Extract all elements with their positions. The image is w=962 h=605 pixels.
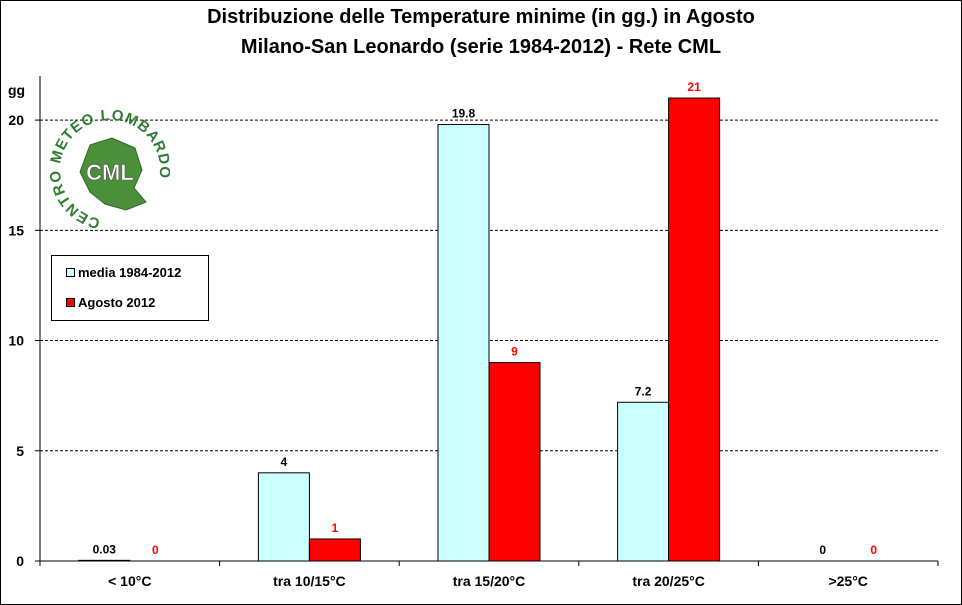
lombardy-shape-icon bbox=[79, 137, 147, 211]
logo-center-text: CML bbox=[86, 160, 134, 185]
y-tick-label: 15 bbox=[8, 222, 24, 238]
data-label: 0 bbox=[870, 543, 877, 557]
bar bbox=[308, 538, 361, 562]
data-label: 19.8 bbox=[452, 107, 476, 121]
y-tick-label: 20 bbox=[8, 112, 24, 128]
legend-label-agosto: Agosto 2012 bbox=[78, 295, 156, 310]
legend: media 1984-2012 Agosto 2012 bbox=[51, 255, 209, 321]
legend-label-media: media 1984-2012 bbox=[78, 265, 182, 280]
bar bbox=[78, 559, 131, 562]
y-tick-label: 5 bbox=[16, 443, 24, 459]
bar bbox=[257, 472, 310, 562]
data-label: 21 bbox=[687, 80, 701, 94]
x-tick-label: tra 10/15°C bbox=[273, 573, 346, 589]
y-axis-label: gg bbox=[8, 82, 25, 98]
chart-subtitle: Milano-San Leonardo (serie 1984-2012) - … bbox=[240, 36, 722, 58]
cml-logo: CML CENTRO METEO LOMBARDO bbox=[50, 110, 170, 232]
y-tick-label: 0 bbox=[16, 553, 24, 569]
x-tick-label: < 10°C bbox=[108, 573, 151, 589]
x-tick-label: >25°C bbox=[828, 573, 867, 589]
chart-title: Distribuzione delle Temperature minime (… bbox=[207, 6, 755, 28]
bar bbox=[488, 362, 541, 562]
x-tick-label: tra 15/20°C bbox=[453, 573, 526, 589]
legend-swatch-media bbox=[66, 268, 75, 277]
bar bbox=[617, 401, 670, 562]
x-tick-label: tra 20/25°C bbox=[632, 573, 705, 589]
legend-swatch-agosto bbox=[66, 298, 75, 307]
bar bbox=[437, 124, 490, 562]
data-label: 0 bbox=[819, 543, 826, 557]
data-label: 4 bbox=[281, 455, 288, 469]
data-label: 0 bbox=[152, 543, 159, 557]
legend-item-media: media 1984-2012 bbox=[66, 265, 181, 280]
data-label: 1 bbox=[332, 521, 339, 535]
data-label: 7.2 bbox=[635, 384, 652, 398]
data-label: 9 bbox=[511, 345, 518, 359]
y-tick-label: 10 bbox=[8, 333, 24, 349]
bar bbox=[668, 97, 721, 562]
legend-item-agosto: Agosto 2012 bbox=[66, 295, 155, 310]
data-label: 0.03 bbox=[93, 542, 117, 556]
